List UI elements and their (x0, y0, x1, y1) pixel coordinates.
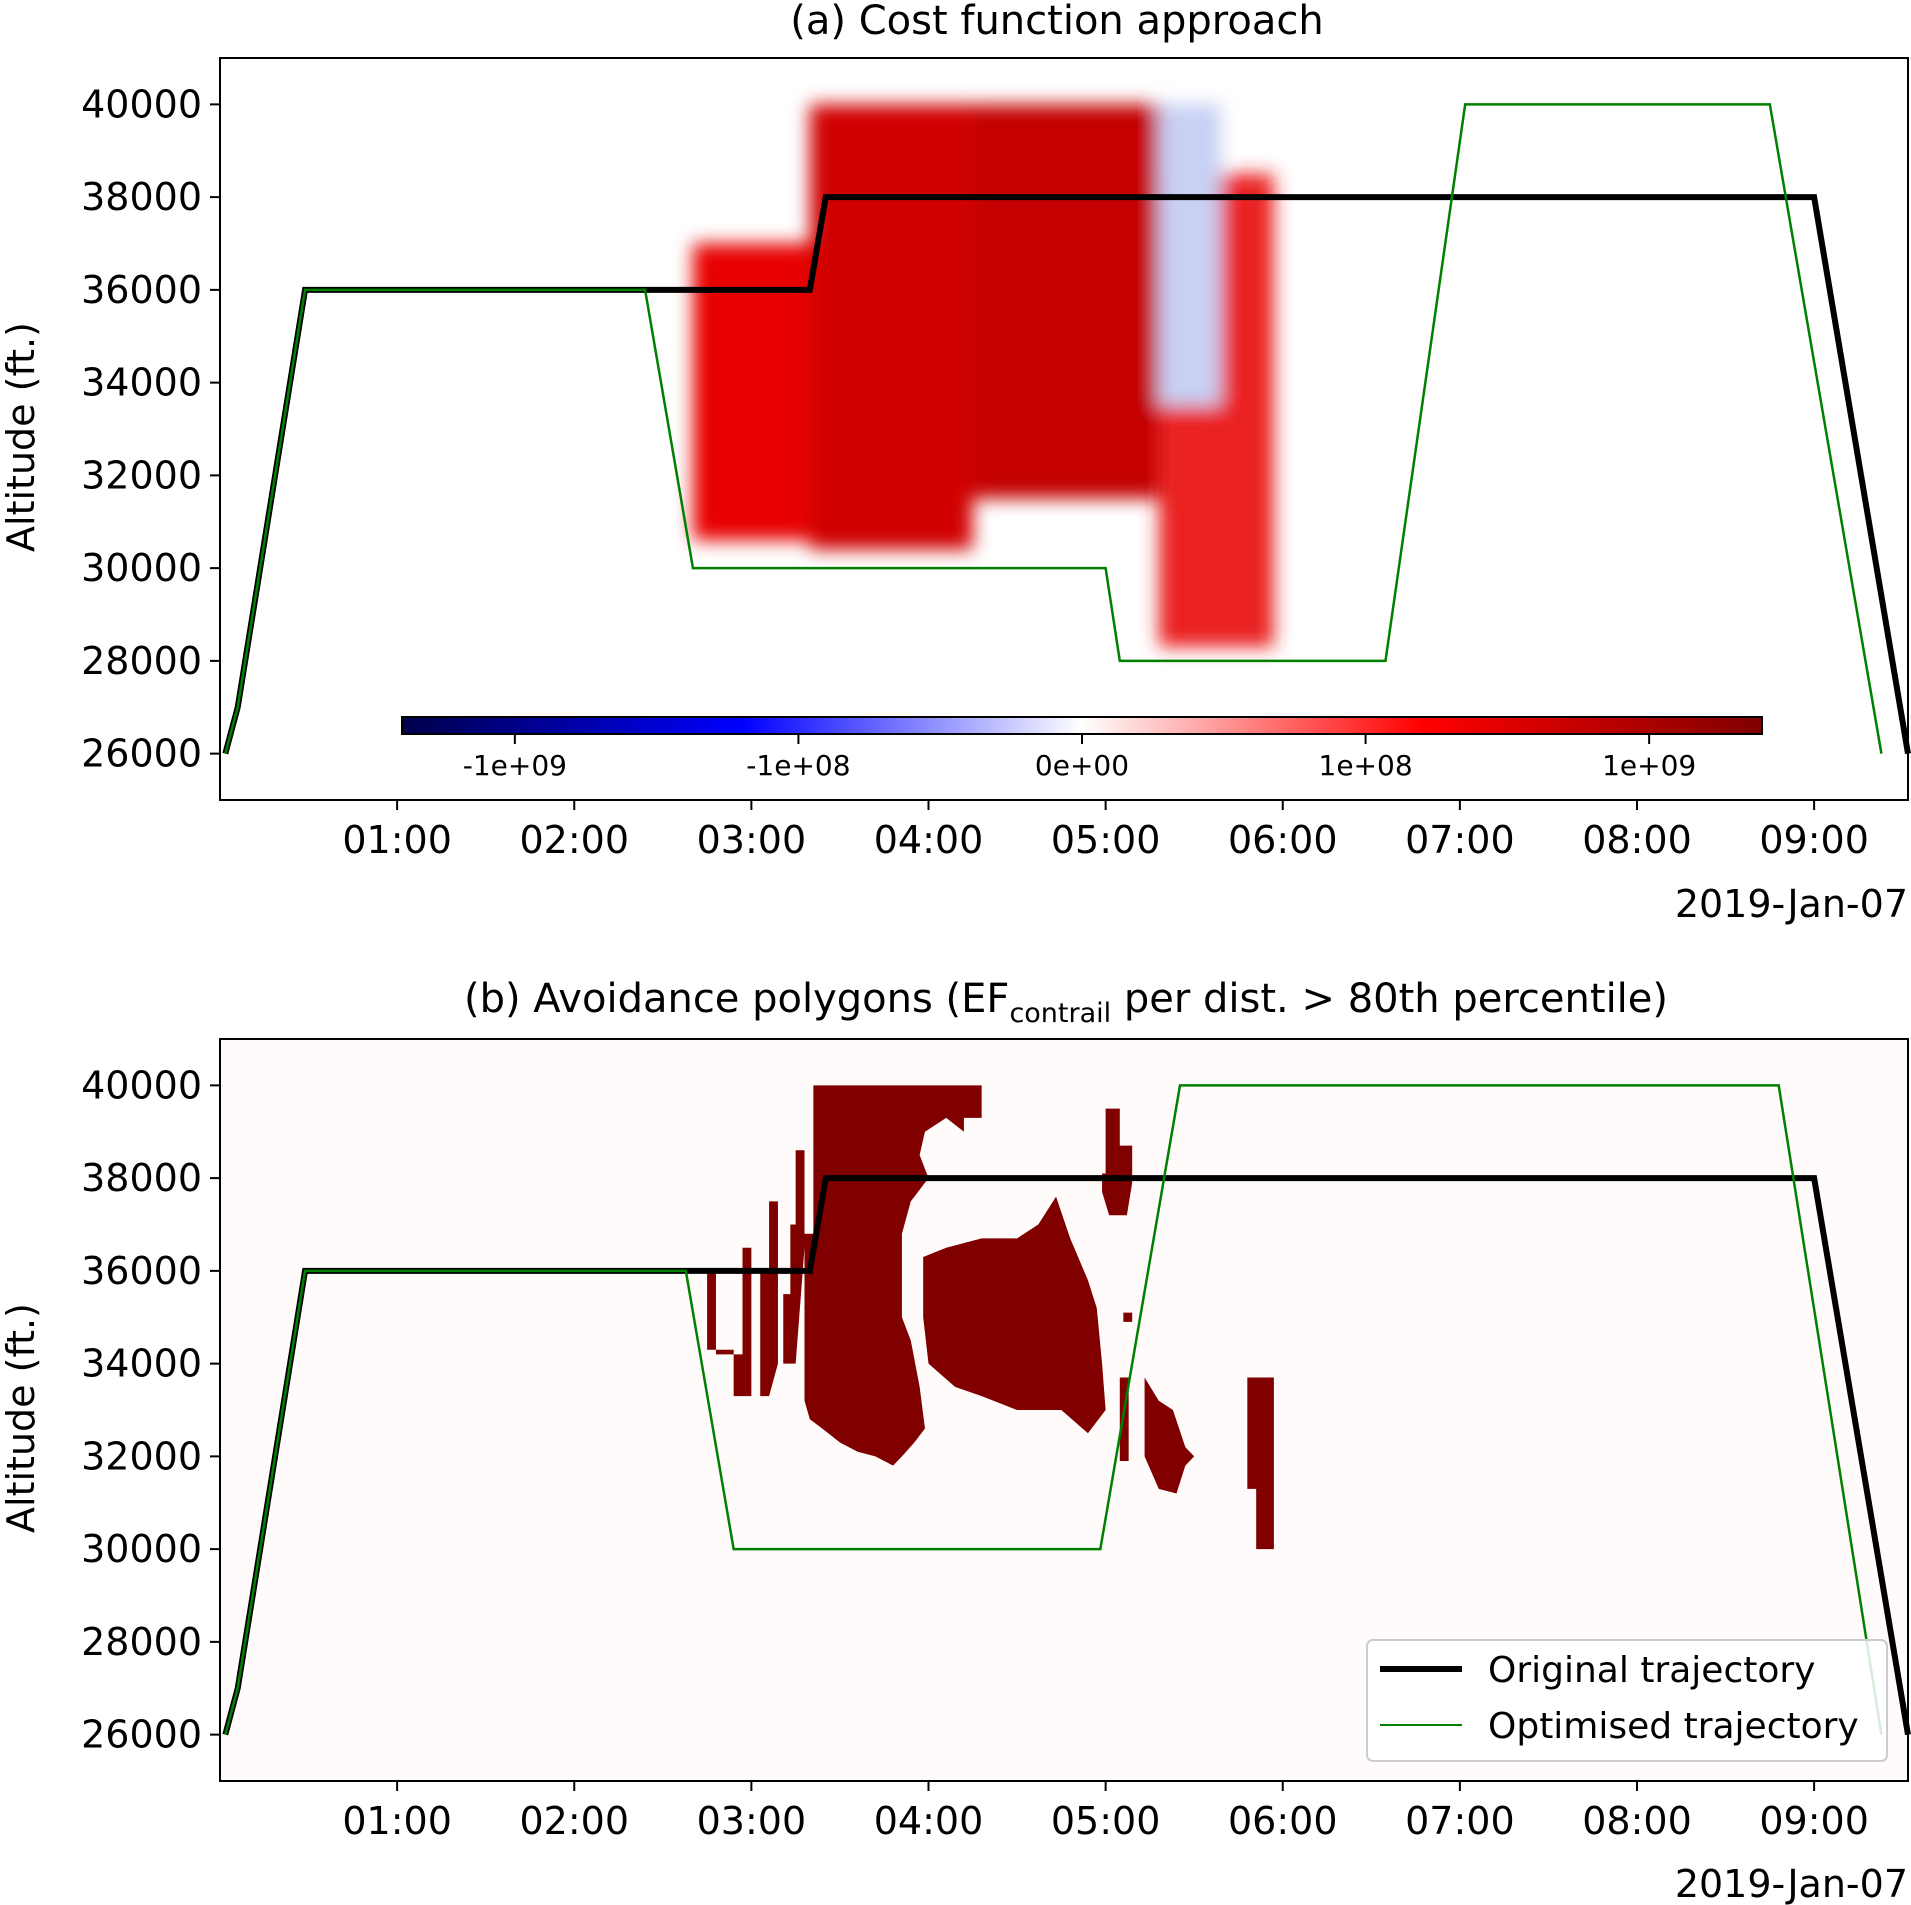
x-tick-label: 04:00 (874, 818, 984, 862)
y-tick-label: 30000 (81, 546, 202, 590)
avoidance-polygon (760, 1201, 778, 1397)
date-label-a: 2019-Jan-07 (1675, 882, 1908, 926)
colorbar-gradient (401, 716, 1763, 735)
x-tick-label: 05:00 (1051, 818, 1161, 862)
heatmap-cost-field (692, 104, 1274, 647)
y-tick-label: 38000 (81, 1156, 202, 1200)
y-axis-label-a: Altitude (ft.) (0, 322, 43, 552)
colorbar: -1e+09 -1e+08 0e+00 1e+08 1e+09 (401, 716, 1763, 782)
x-tick-label: 02:00 (519, 818, 629, 862)
x-tick-label: 03:00 (697, 1799, 807, 1843)
x-tick-label: 01:00 (342, 1799, 452, 1843)
y-tick-label: 32000 (81, 453, 202, 497)
y-tick-label: 40000 (81, 1063, 202, 1107)
y-tick-label: 28000 (81, 639, 202, 683)
y-tick-label: 26000 (81, 732, 202, 776)
chart-title-a: (a) Cost function approach (790, 0, 1323, 44)
colorbar-tick-label: 1e+09 (1602, 749, 1696, 782)
date-label-b: 2019-Jan-07 (1675, 1862, 1908, 1905)
x-tick-label: 08:00 (1582, 818, 1692, 862)
optimised-trajectory-line (224, 103, 1883, 754)
colorbar-tick-label: -1e+08 (746, 749, 850, 782)
legend-label-optimised: Optimised trajectory (1488, 1706, 1859, 1747)
plot-area-a (219, 57, 1909, 801)
heatmap-region (692, 243, 810, 541)
heatmap-region (972, 104, 1159, 499)
x-tick-label: 02:00 (519, 1799, 629, 1843)
avoidance-polygon (707, 1247, 752, 1397)
y-tick-label: 40000 (81, 82, 202, 126)
chart-title-b: (b) Avoidance polygons (EFcontrail per d… (464, 976, 1668, 1029)
y-axis-label-b: Altitude (ft.) (0, 1303, 43, 1533)
panel-avoidance-polygons: (b) Avoidance polygons (EFcontrail per d… (0, 976, 1911, 1905)
y-tick-label: 30000 (81, 1527, 202, 1571)
x-tick-label: 05:00 (1051, 1799, 1161, 1843)
optimised-trajectory-line (224, 1084, 1883, 1735)
x-tick-label: 06:00 (1228, 818, 1338, 862)
x-tick-label: 09:00 (1759, 818, 1869, 862)
panel-cost-function: (a) Cost function approach Altitude (ft.… (0, 0, 1911, 926)
plot-area-b (219, 1038, 1909, 1782)
x-tick-label: 04:00 (874, 1799, 984, 1843)
colorbar-tick-label: 0e+00 (1035, 749, 1129, 782)
heatmap-region (1158, 104, 1221, 406)
y-tick-label: 36000 (81, 1249, 202, 1293)
heatmap-region (809, 104, 973, 550)
x-tick-label: 06:00 (1228, 1799, 1338, 1843)
x-tick-label: 03:00 (697, 818, 807, 862)
avoidance-polygon (1144, 1377, 1195, 1494)
legend: Original trajectory Optimised trajectory (1366, 1639, 1888, 1762)
avoidance-polygon (1123, 1312, 1133, 1322)
y-tick-label: 26000 (81, 1713, 202, 1757)
colorbar-tick-label: -1e+09 (463, 749, 567, 782)
x-tick-label: 01:00 (342, 818, 452, 862)
legend-label-original: Original trajectory (1488, 1650, 1815, 1691)
y-tick-label: 34000 (81, 1342, 202, 1386)
y-tick-label: 28000 (81, 1620, 202, 1664)
y-tick-label: 38000 (81, 175, 202, 219)
y-tick-label: 34000 (81, 361, 202, 405)
x-tick-label: 08:00 (1582, 1799, 1692, 1843)
avoidance-polygon (1102, 1108, 1133, 1216)
x-tick-label: 09:00 (1759, 1799, 1869, 1843)
avoidance-polygon (783, 1150, 805, 1364)
avoidance-polygon (1247, 1377, 1274, 1550)
x-tick-label: 07:00 (1405, 818, 1515, 862)
x-tick-label: 07:00 (1405, 1799, 1515, 1843)
colorbar-tick-label: 1e+08 (1319, 749, 1413, 782)
y-tick-label: 36000 (81, 268, 202, 312)
y-tick-label: 32000 (81, 1434, 202, 1478)
avoidance-polygon (923, 1196, 1106, 1434)
